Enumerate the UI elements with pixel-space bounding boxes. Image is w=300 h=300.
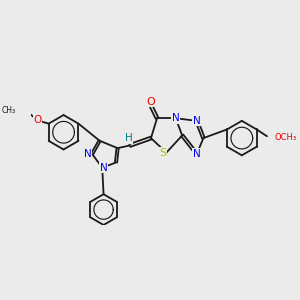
Text: N: N (172, 113, 179, 123)
Text: O: O (147, 97, 156, 106)
Text: CH₃: CH₃ (2, 106, 16, 116)
Text: OCH₃: OCH₃ (274, 133, 296, 142)
Text: O: O (33, 116, 42, 125)
Text: H: H (124, 133, 132, 143)
Text: S: S (159, 148, 166, 158)
Text: N: N (83, 149, 91, 159)
Text: N: N (100, 163, 107, 173)
Text: N: N (193, 149, 201, 159)
Text: N: N (193, 116, 201, 126)
